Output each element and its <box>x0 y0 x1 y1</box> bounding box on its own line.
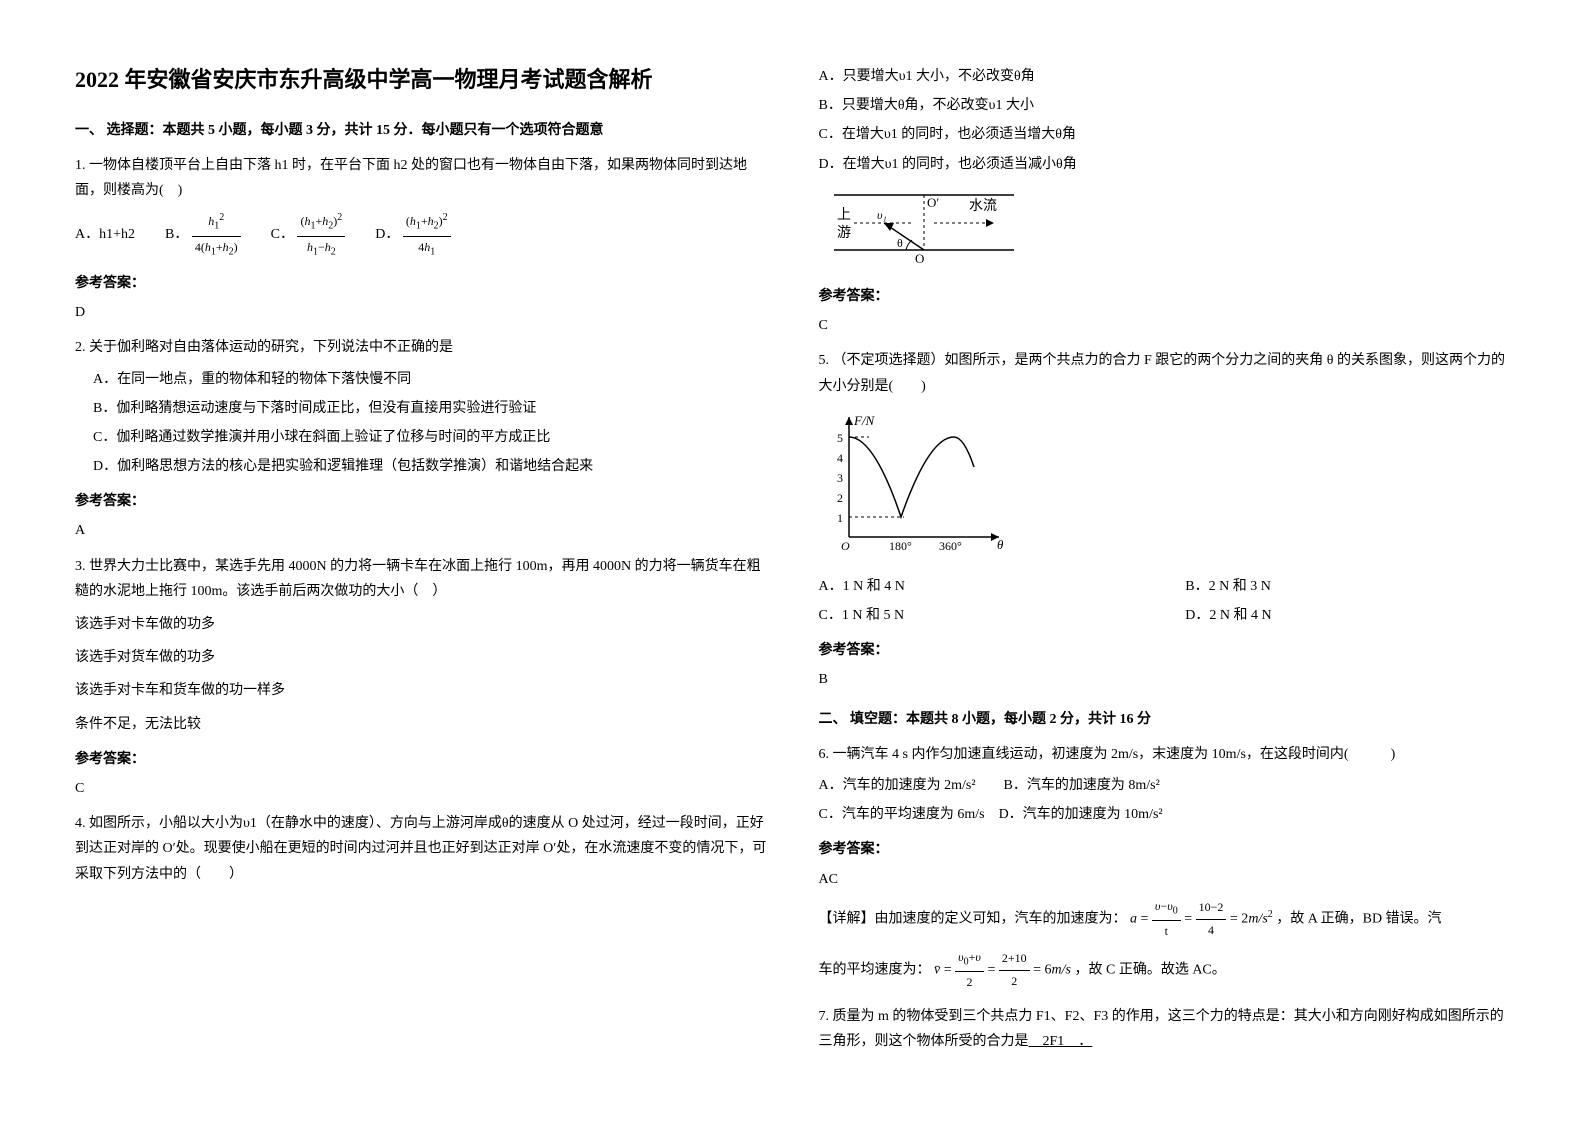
q2-answer-label: 参考答案： <box>75 489 769 514</box>
q6-C: C．汽车的平均速度为 6m/s D．汽车的加速度为 10m/s² <box>819 802 1513 827</box>
label-O: O <box>915 251 924 265</box>
label-v1: υ₁ <box>877 208 887 222</box>
q5-B: B．2 N 和 3 N <box>1185 574 1512 599</box>
q7-text: 7. 质量为 m 的物体受到三个共点力 F1、F2、F3 的作用，这三个力的特点… <box>819 1004 1513 1054</box>
q5-chart-svg: F/N θ 5 4 3 2 1 O 180° 360° <box>819 407 1009 557</box>
q1-D-fraction: (h1+h2)2 4h1 <box>403 209 451 261</box>
q2-D: D．伽利略思想方法的核心是把实验和逻辑推理（包括数学推演）和谐地结合起来 <box>75 454 769 479</box>
q6-accel-frac2: 10−24 <box>1196 897 1227 941</box>
q6-text: 6. 一辆汽车 4 s 内作匀加速直线运动，初速度为 2m/s，末速度为 10m… <box>819 742 1513 767</box>
q1-answer: D <box>75 300 769 325</box>
q6-accel-frac1: υ−υ0t <box>1152 896 1181 943</box>
right-column: A．只要增大υ1 大小，不必改变θ角 B．只要增大θ角，不必改变υ1 大小 C．… <box>794 60 1538 1062</box>
q1-D: D． (h1+h2)2 4h1 <box>375 209 450 261</box>
q4-B: B．只要增大θ角，不必改变υ1 大小 <box>819 93 1513 118</box>
section2-header: 二、 填空题：本题共 8 小题，每小题 2 分，共计 16 分 <box>819 707 1513 732</box>
q1-A: A．h1+h2 <box>75 222 135 247</box>
q6-detail-mid: ，故 A 正确，BD 错误。汽 <box>1276 911 1441 926</box>
y5: 5 <box>837 431 843 445</box>
y2: 2 <box>837 491 843 505</box>
q2-A: A．在同一地点，重的物体和轻的物体下落快慢不同 <box>75 367 769 392</box>
q5-A: A．1 N 和 4 N <box>819 574 1146 599</box>
q6-answer: AC <box>819 867 1513 892</box>
q7-blank: 2F1 ． <box>1029 1034 1093 1049</box>
q4-A: A．只要增大υ1 大小，不必改变θ角 <box>819 64 1513 89</box>
q5-answer: B <box>819 667 1513 692</box>
xlabel: θ <box>997 537 1004 552</box>
q4-answer: C <box>819 313 1513 338</box>
q6-vbar-frac1: υ0+υ2 <box>955 947 984 994</box>
q3-C: 该选手对卡车和货车做的功一样多 <box>75 678 769 703</box>
section1-header: 一、 选择题：本题共 5 小题，每小题 3 分，共计 15 分．每小题只有一个选… <box>75 118 769 143</box>
q3-answer: C <box>75 776 769 801</box>
q3-A: 该选手对卡车做的功多 <box>75 612 769 637</box>
y3: 3 <box>837 471 843 485</box>
q4-text: 4. 如图所示，小船以大小为υ1（在静水中的速度）、方向与上游河岸成θ的速度从 … <box>75 811 769 887</box>
q6-vbar-frac2: 2+102 <box>999 948 1030 992</box>
q4-C: C．在增大υ1 的同时，也必须适当增大θ角 <box>819 122 1513 147</box>
q2-text: 2. 关于伽利略对自由落体运动的研究，下列说法中不正确的是 <box>75 335 769 360</box>
q1-text: 1. 一物体自楼顶平台上自由下落 h1 时，在平台下面 h2 处的窗口也有一物体… <box>75 153 769 203</box>
q1-answer-label: 参考答案： <box>75 271 769 296</box>
y1: 1 <box>837 511 843 525</box>
q3-text: 3. 世界大力士比赛中，某选手先用 4000N 的力将一辆卡车在冰面上拖行 10… <box>75 554 769 604</box>
x180: 180° <box>889 539 912 553</box>
q5-C: C．1 N 和 5 N <box>819 603 1146 628</box>
label-theta: θ <box>897 236 903 250</box>
label-Oprime: O′ <box>927 195 939 210</box>
q6-detail-prefix2: 车的平均速度为： <box>819 962 931 977</box>
q4-D: D．在增大υ1 的同时，也必须适当减小θ角 <box>819 152 1513 177</box>
q4-answer-label: 参考答案： <box>819 284 1513 309</box>
y4: 4 <box>837 451 843 465</box>
left-column: 2022 年安徽省安庆市东升高级中学高一物理月考试题含解析 一、 选择题：本题共… <box>50 60 794 1062</box>
q1-C: C． (h1+h2)2 h1−h2 <box>271 209 346 261</box>
q5-D: D．2 N 和 4 N <box>1185 603 1512 628</box>
q5-text: 5. （不定项选择题）如图所示，是两个共点力的合力 F 跟它的两个分力之间的夹角… <box>819 348 1513 398</box>
q5-chart: F/N θ 5 4 3 2 1 O 180° 360° <box>819 407 1513 566</box>
label-up: 上 <box>837 207 851 223</box>
q4-diagram: O′ O θ υ₁ 水流 上 游 <box>819 185 1513 274</box>
page-title: 2022 年安徽省安庆市东升高级中学高一物理月考试题含解析 <box>75 60 769 100</box>
q6-detail-line2: 车的平均速度为： v̄ = υ0+υ2 = 2+102 = 6m/s ，故 C … <box>819 947 1513 994</box>
q1-B-fraction: h12 4(h1+h2) <box>192 209 241 261</box>
q2-C: C．伽利略通过数学推演并用小球在斜面上验证了位移与时间的平方成正比 <box>75 425 769 450</box>
q2-answer: A <box>75 518 769 543</box>
q2-B: B．伽利略猜想运动速度与下落时间成正比，但没有直接用实验进行验证 <box>75 396 769 421</box>
q3-D: 条件不足，无法比较 <box>75 712 769 737</box>
q1-C-fraction: (h1+h2)2 h1−h2 <box>297 209 345 261</box>
label-swim: 游 <box>837 225 851 241</box>
q1-B: B． h12 4(h1+h2) <box>165 209 241 261</box>
q3-B: 该选手对货车做的功多 <box>75 645 769 670</box>
x0: O <box>841 539 850 553</box>
ylabel: F/N <box>853 413 876 428</box>
x360: 360° <box>939 539 962 553</box>
q6-A: A．汽车的加速度为 2m/s² B．汽车的加速度为 8m/s² <box>819 773 1513 798</box>
q7-text-span: 7. 质量为 m 的物体受到三个共点力 F1、F2、F3 的作用，这三个力的特点… <box>819 1009 1504 1049</box>
q1-options: A．h1+h2 B． h12 4(h1+h2) C． (h1+h2)2 h1−h… <box>75 209 769 261</box>
q3-answer-label: 参考答案： <box>75 747 769 772</box>
q6-answer-label: 参考答案： <box>819 837 1513 862</box>
q6-detail-line1: 【详解】由加速度的定义可知，汽车的加速度为： a = υ−υ0t = 10−24… <box>819 896 1513 943</box>
q5-options: A．1 N 和 4 N B．2 N 和 3 N C．1 N 和 5 N D．2 … <box>819 574 1513 628</box>
q6-detail-prefix: 【详解】由加速度的定义可知，汽车的加速度为： <box>819 911 1127 926</box>
label-water: 水流 <box>969 198 997 214</box>
river-diagram-svg: O′ O θ υ₁ 水流 上 游 <box>819 185 1029 265</box>
q5-answer-label: 参考答案： <box>819 638 1513 663</box>
q6-detail-end: ，故 C 正确。故选 AC。 <box>1074 962 1225 977</box>
